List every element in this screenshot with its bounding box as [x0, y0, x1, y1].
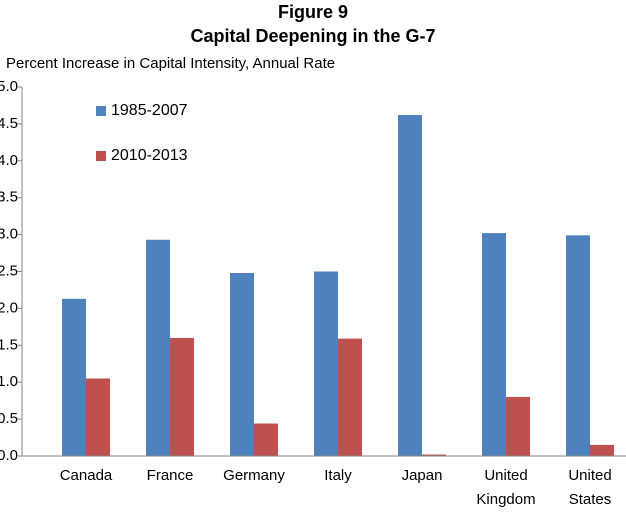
y-axis-label: Percent Increase in Capital Intensity, A…: [6, 55, 335, 72]
y-tick-label: 4.0: [0, 152, 18, 169]
y-tick-label: 5.0: [0, 78, 18, 95]
bar: [254, 423, 278, 456]
legend-label: 2010-2013: [111, 147, 188, 164]
x-tick-label: Germany: [223, 467, 285, 484]
bar: [338, 338, 362, 456]
y-tick-label: 0.5: [0, 410, 18, 427]
bar: [314, 271, 338, 456]
chart-subtitle: Capital Deepening in the G-7: [190, 26, 435, 46]
bar: [566, 235, 590, 456]
x-tick-label: Italy: [324, 467, 352, 484]
y-tick-label: 0.0: [0, 447, 18, 464]
y-tick-label: 4.5: [0, 115, 18, 132]
bar: [398, 115, 422, 456]
bar: [230, 272, 254, 456]
chart-title: Figure 9: [278, 2, 348, 22]
legend-swatch: [96, 151, 106, 161]
y-tick-label: 1.0: [0, 373, 18, 390]
x-tick-label: France: [146, 467, 194, 484]
bar: [506, 396, 530, 456]
x-tick-label: Canada: [59, 467, 113, 484]
y-tick-label: 2.5: [0, 262, 18, 279]
y-tick-label: 3.5: [0, 189, 18, 206]
bar: [170, 337, 194, 456]
x-tick-label: Japan: [401, 467, 443, 484]
y-tick-label: 2.0: [0, 299, 18, 316]
legend-swatch: [96, 106, 106, 116]
bar: [482, 233, 506, 456]
bar: [62, 298, 86, 456]
bar: [590, 444, 614, 456]
y-tick-label: 1.5: [0, 336, 18, 353]
y-tick-label: 3.0: [0, 226, 18, 243]
x-tick-label: United Kingdom: [476, 467, 536, 508]
bar: [86, 378, 110, 456]
bar: [422, 454, 446, 456]
legend-label: 1985-2007: [111, 102, 188, 119]
bar: [146, 239, 170, 456]
x-tick-label: United States: [568, 467, 612, 508]
